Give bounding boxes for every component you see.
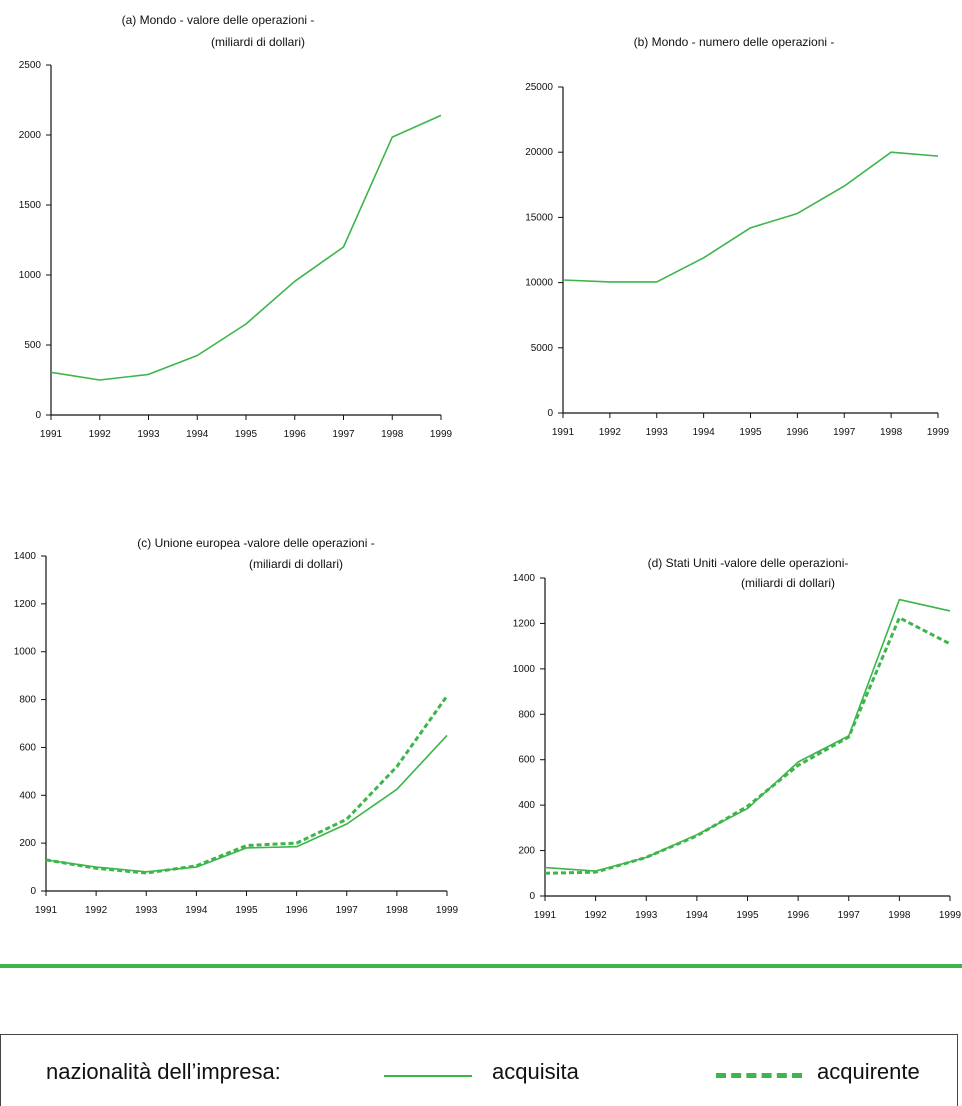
- chart4-y-tick-label: 1400: [513, 573, 536, 584]
- chart2-x-tick-label: 1993: [646, 427, 669, 438]
- chart2-title: (b) Mondo - numero delle operazioni -: [634, 35, 835, 49]
- chart3-series-acquirente: [45, 695, 449, 875]
- chart4-y-tick-label: 800: [518, 709, 535, 720]
- chart4-title: (d) Stati Uniti -valore delle operazioni…: [648, 556, 849, 570]
- chart4-x-tick-label: 1995: [736, 910, 759, 921]
- chart1-y-tick-label: 0: [35, 410, 41, 421]
- charts-canvas: (a) Mondo - valore delle operazioni - (mi…: [14, 13, 962, 921]
- chart3-y-tick-label: 0: [30, 886, 36, 897]
- chart2-y-tick-label: 5000: [531, 343, 554, 354]
- chart3-x-tick-label: 1997: [336, 905, 359, 916]
- chart2-x-tick-label: 1995: [739, 427, 762, 438]
- legend-swatch-dashed: [716, 1073, 802, 1078]
- chart4-y-tick-label: 0: [529, 891, 535, 902]
- chart1-x-tick-label: 1995: [235, 429, 258, 440]
- chart4-x-tick-label: 1998: [888, 910, 911, 921]
- chart1-y-tick-label: 1500: [19, 200, 42, 211]
- chart2-y-tick-label: 15000: [525, 212, 553, 223]
- chart3-x-tick-label: 1995: [235, 905, 258, 916]
- chart1-x-tick-label: 1996: [284, 429, 307, 440]
- legend: nazionalità dell’impresa: acquisita acqu…: [0, 1034, 958, 1106]
- chart1-x-tick-label: 1994: [186, 429, 209, 440]
- chart1-x-tick-label: 1999: [430, 429, 453, 440]
- chart3-x-tick-label: 1999: [436, 905, 459, 916]
- chart4-x-tick-label: 1996: [787, 910, 810, 921]
- chart3-x-tick-label: 1993: [135, 905, 158, 916]
- chart4-subtitle: (miliardi di dollari): [741, 576, 835, 590]
- chart4-y-tick-label: 600: [518, 755, 535, 766]
- chart1-x-tick-label: 1991: [40, 429, 63, 440]
- chart3-y-tick-label: 400: [19, 790, 36, 801]
- chart3-x-tick-label: 1994: [185, 905, 208, 916]
- chart1-series-acquisita: [50, 114, 442, 381]
- chart4-x-tick-label: 1994: [686, 910, 709, 921]
- chart4-x-tick-label: 1991: [534, 910, 557, 921]
- section-divider: [0, 964, 962, 968]
- chart4-x-tick-label: 1992: [585, 910, 608, 921]
- chart1-y-tick-label: 2000: [19, 130, 42, 141]
- chart2-y-tick-label: 25000: [525, 82, 553, 93]
- chart3-y-tick-label: 1400: [14, 551, 37, 562]
- chart1-x-tick-label: 1993: [137, 429, 160, 440]
- legend-swatch-solid: [384, 1075, 472, 1077]
- chart2-series-acquisita: [562, 151, 939, 283]
- chart4-y-tick-label: 1200: [513, 618, 536, 629]
- chart3-x-tick-label: 1998: [386, 905, 409, 916]
- chart2-y-tick-label: 10000: [525, 278, 553, 289]
- chart2-x-tick-label: 1996: [786, 427, 809, 438]
- chart2-x-tick-label: 1998: [880, 427, 903, 438]
- chart4-y-tick-label: 400: [518, 800, 535, 811]
- chart3-subtitle: (miliardi di dollari): [249, 557, 343, 571]
- chart2-x-tick-label: 1991: [552, 427, 575, 438]
- chart3-y-tick-label: 600: [19, 742, 36, 753]
- chart2-x-tick-label: 1994: [693, 427, 716, 438]
- chart1-subtitle: (miliardi di dollari): [211, 35, 305, 49]
- chart2-x-tick-label: 1997: [833, 427, 856, 438]
- chart1-x-tick-label: 1992: [89, 429, 112, 440]
- chart1-y-tick-label: 2500: [19, 60, 42, 71]
- chart4-y-tick-label: 1000: [513, 664, 536, 675]
- chart2-x-tick-label: 1999: [927, 427, 950, 438]
- chart3-y-tick-label: 1200: [14, 599, 37, 610]
- chart3-x-tick-label: 1992: [85, 905, 108, 916]
- chart1-title: (a) Mondo - valore delle operazioni -: [122, 13, 315, 27]
- chart2-y-tick-label: 20000: [525, 147, 553, 158]
- chart3-x-tick-label: 1996: [286, 905, 309, 916]
- chart3-series-acquisita: [45, 734, 448, 873]
- chart4-y-tick-label: 200: [518, 846, 535, 857]
- chart4-x-tick-label: 1997: [838, 910, 861, 921]
- chart3-x-tick-label: 1991: [35, 905, 58, 916]
- chart1-y-tick-label: 500: [24, 340, 41, 351]
- chart4-x-tick-label: 1999: [939, 910, 962, 921]
- chart1-y-tick-label: 1000: [19, 270, 42, 281]
- legend-title: nazionalità dell’impresa:: [46, 1059, 281, 1084]
- chart3-y-tick-label: 800: [19, 695, 36, 706]
- chart3-y-tick-label: 1000: [14, 647, 37, 658]
- chart2-y-tick-label: 0: [547, 408, 553, 419]
- chart2-x-tick-label: 1992: [599, 427, 622, 438]
- chart1-x-tick-label: 1997: [332, 429, 355, 440]
- chart3-title: (c) Unione europea -valore delle operazi…: [137, 536, 374, 550]
- legend-label-acquirente: acquirente: [817, 1059, 920, 1084]
- legend-label-acquisita: acquisita: [492, 1059, 579, 1084]
- chart1-x-tick-label: 1998: [381, 429, 404, 440]
- chart4-series-acquirente: [544, 616, 951, 875]
- chart3-y-tick-label: 200: [19, 838, 36, 849]
- chart4-x-tick-label: 1993: [635, 910, 658, 921]
